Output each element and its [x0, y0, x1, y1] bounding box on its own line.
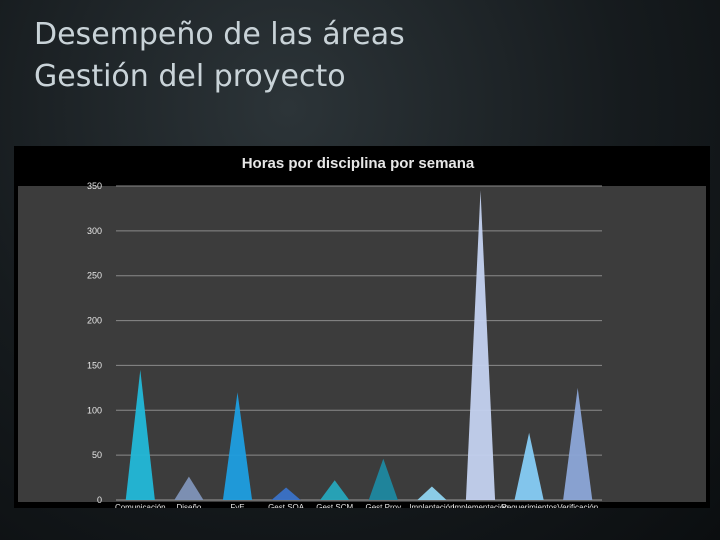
plot-background: [18, 186, 706, 502]
x-tick-label: Comunicación: [115, 503, 166, 508]
y-tick-label: 50: [92, 450, 102, 460]
area-peak: [368, 458, 398, 500]
x-tick-label: Requerimientos: [501, 503, 557, 508]
area-peak: [514, 432, 544, 500]
area-peak: [563, 387, 593, 500]
y-tick-label: 350: [87, 181, 102, 191]
grid-lines: [116, 185, 602, 501]
x-axis-ticks: Comunicación Diseño FyE Gest.SQA Gest.SCM Ges…: [115, 503, 598, 508]
x-tick-label: Implantación: [409, 503, 454, 508]
area-peak: [465, 190, 496, 500]
area-peak: [417, 486, 447, 500]
x-tick-label: Gest.SQA: [268, 503, 305, 508]
area-chart: Horas por disciplina por semana 0 50 100 15…: [18, 155, 706, 508]
area-peak: [174, 476, 204, 500]
slide-title-line-2: Gestión del proyecto: [34, 59, 346, 94]
slide-title-line-1: Desempeño de las áreas: [34, 17, 405, 52]
data-marks: [125, 190, 593, 500]
y-tick-label: 100: [87, 405, 102, 415]
y-axis-ticks: 0 50 100 150 200 250 300 350: [87, 181, 102, 505]
area-peak: [271, 487, 301, 500]
x-tick-label: Gest.Proy: [366, 503, 402, 508]
y-tick-label: 0: [97, 495, 102, 505]
x-tick-label: FyE: [230, 503, 244, 508]
area-peak: [222, 392, 253, 500]
y-tick-label: 150: [87, 360, 102, 370]
y-tick-label: 200: [87, 316, 102, 326]
y-tick-label: 250: [87, 271, 102, 281]
y-tick-label: 300: [87, 226, 102, 236]
area-peak: [320, 480, 350, 500]
x-tick-label: Gest.SCM: [316, 503, 353, 508]
x-tick-label: Diseño: [176, 503, 201, 508]
x-tick-label: Implementación: [452, 503, 508, 508]
chart-container: Horas por disciplina por semana 0 50 100 15…: [14, 146, 710, 508]
chart-title: Horas por disciplina por semana: [242, 155, 475, 172]
area-peak: [125, 369, 155, 500]
slide-title: Desempeño de las áreas Gestión del proye…: [34, 14, 405, 98]
x-tick-label: Verificación: [557, 503, 598, 508]
